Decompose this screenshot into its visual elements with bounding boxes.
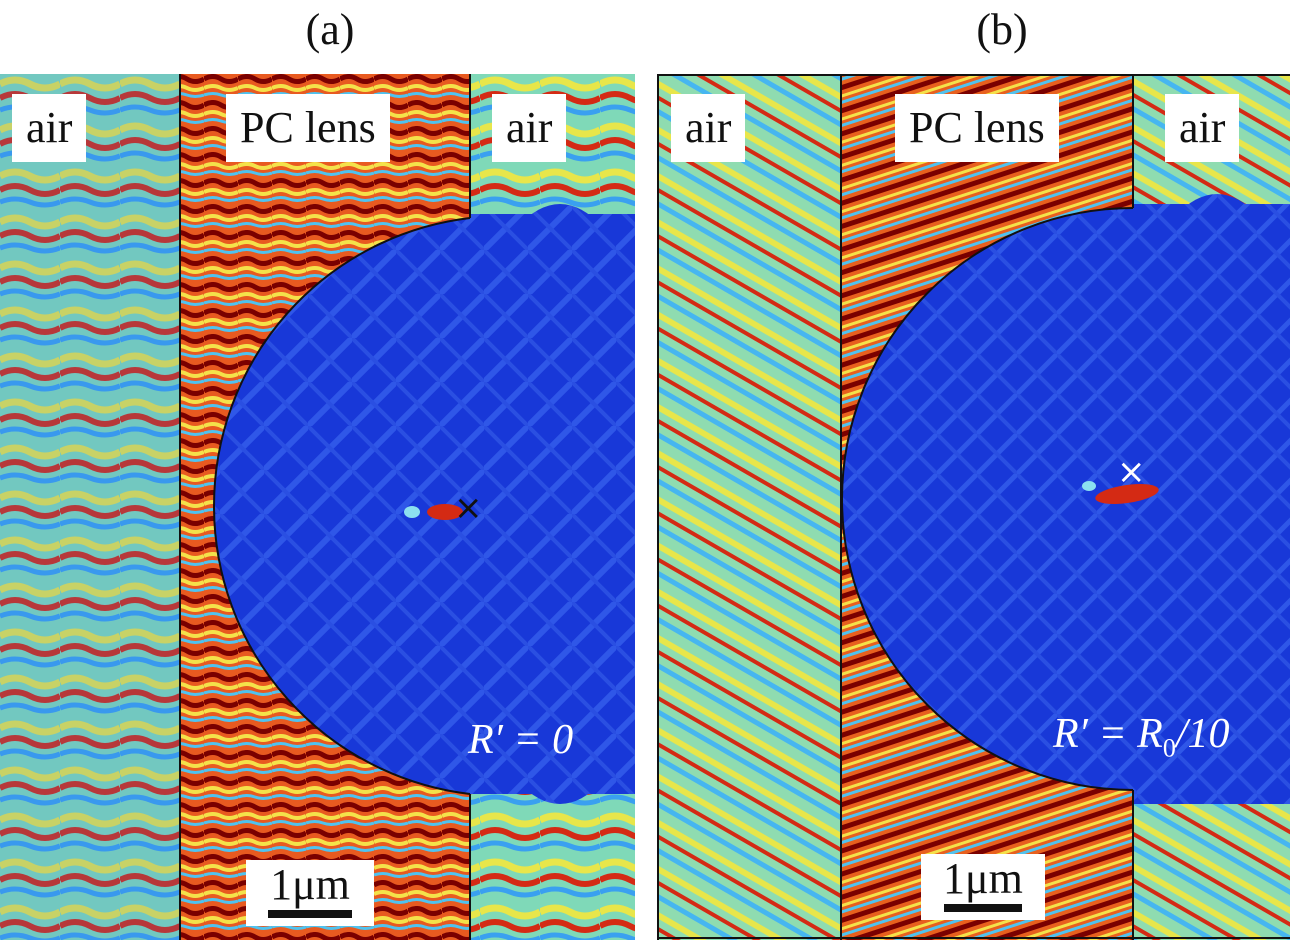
panel-b-radius-main: R′ = R [1053,711,1163,757]
panel-a-title: (a) [305,5,355,54]
panel-b-field-map: air PC lens air × R′ = R0/10 1μm [657,74,1290,940]
panel-a-heatmap [0,74,635,940]
panel-a-scale-label: 1μm [270,860,350,909]
panel-a-left-air-label: air [12,94,87,162]
panel-a-scale-bar: 1μm [246,860,374,926]
panel-a-scale-line [268,910,352,918]
panel-b-right-air-label: air [1165,94,1240,162]
panel-b-scale-line [943,904,1022,912]
panel-b-radius-sub: 0 [1162,733,1176,763]
panel-b-heatmap [657,74,1290,940]
panel-b-radius-label: R′ = R0/10 [1053,710,1230,763]
panel-a-lens-label: PC lens [226,94,390,162]
panel-b-scale-label: 1μm [943,854,1023,903]
panel-a-focus-marker: × [454,488,483,528]
panel-a-right-air-label: air [492,94,567,162]
panel-b-left-air-label: air [671,94,746,162]
panel-b-title: (b) [976,5,1028,54]
panel-a-field-map: air PC lens air × R′ = 0 1μm [0,74,635,940]
panel-b-focus-marker: × [1117,452,1146,492]
panel-b-scale-bar: 1μm [921,854,1045,920]
panel-b-lens-label: PC lens [895,94,1059,162]
panel-a-radius-label: R′ = 0 [468,717,574,763]
panel-b-radius-tail: /10 [1175,711,1230,757]
